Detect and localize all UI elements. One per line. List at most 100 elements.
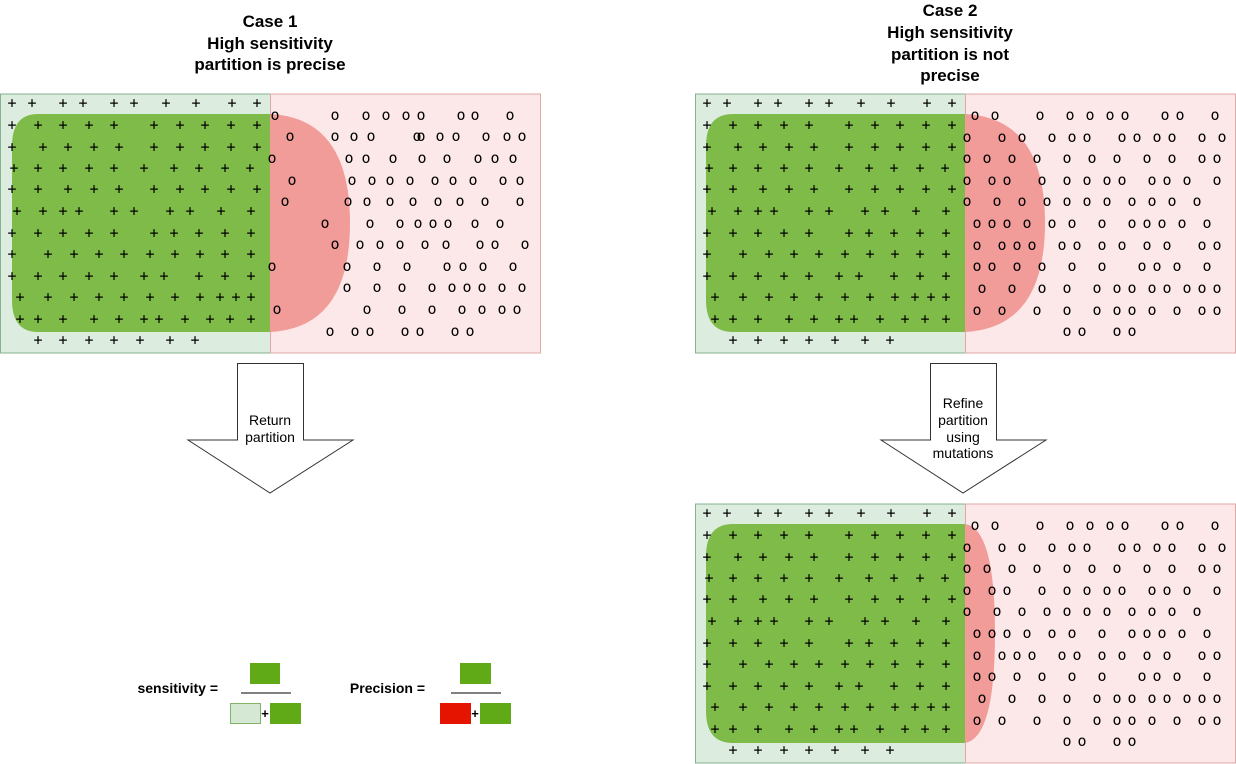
positive-sample-mark: +	[849, 720, 858, 738]
positive-sample-mark: +	[886, 504, 895, 522]
positive-sample-mark: +	[216, 202, 225, 220]
positive-sample-mark: +	[7, 94, 16, 112]
negative-sample-mark: o	[1172, 711, 1181, 729]
negative-sample-mark: o	[362, 300, 371, 318]
negative-sample-mark: o	[1212, 689, 1221, 707]
positive-sample-mark: +	[149, 180, 158, 198]
positive-sample-mark: +	[941, 720, 950, 738]
positive-sample-mark: +	[860, 331, 869, 349]
positive-sample-mark: +	[885, 741, 894, 759]
negative-sample-mark: o	[1117, 646, 1126, 664]
negative-sample-mark: o	[972, 214, 981, 232]
arrow-label-line: mutations	[933, 445, 994, 461]
positive-sample-mark: +	[834, 569, 843, 587]
positive-sample-mark: +	[38, 202, 47, 220]
positive-sample-mark: +	[170, 245, 179, 263]
negative-sample-mark: o	[1182, 581, 1191, 599]
positive-sample-mark: +	[920, 720, 929, 738]
positive-sample-mark: +	[753, 612, 762, 630]
positive-sample-mark: +	[789, 245, 798, 263]
positive-sample-mark: +	[220, 267, 229, 285]
positive-sample-mark: +	[809, 548, 818, 566]
positive-sample-mark: +	[702, 138, 711, 156]
negative-sample-mark: o	[365, 214, 374, 232]
negative-sample-mark: o	[972, 624, 981, 642]
positive-sample-mark: +	[941, 655, 950, 673]
positive-sample-mark: +	[702, 504, 711, 522]
negative-sample-mark: o	[413, 214, 422, 232]
negative-sample-mark: o	[408, 192, 417, 210]
positive-sample-mark: +	[728, 720, 737, 738]
negative-sample-mark: o	[435, 127, 444, 145]
positive-sample-mark: +	[194, 224, 203, 242]
negative-sample-mark: o	[1147, 171, 1156, 189]
positive-sample-mark: +	[889, 224, 898, 242]
positive-sample-mark: +	[804, 331, 813, 349]
positive-sample-mark: +	[246, 202, 255, 220]
negative-sample-mark: o	[1002, 581, 1011, 599]
positive-sample-mark: +	[895, 116, 904, 134]
positive-sample-mark: +	[830, 331, 839, 349]
positive-sample-mark: +	[89, 180, 98, 198]
case2-title-line: precise	[920, 66, 980, 85]
negative-sample-mark: o	[349, 127, 358, 145]
negative-sample-mark: o	[420, 235, 429, 253]
positive-sample-mark: +	[149, 224, 158, 242]
negative-sample-mark: o	[330, 106, 339, 124]
positive-sample-mark: +	[870, 116, 879, 134]
partition-green-area	[12, 114, 270, 332]
positive-sample-mark: +	[733, 138, 742, 156]
positive-sample-mark: +	[161, 94, 170, 112]
positive-sample-mark: +	[114, 310, 123, 328]
negative-sample-mark: o	[1067, 624, 1076, 642]
positive-sample-mark: +	[753, 741, 762, 759]
positive-sample-mark: +	[926, 698, 935, 716]
negative-sample-mark: o	[1127, 732, 1136, 750]
negative-sample-mark: o	[1102, 602, 1111, 620]
negative-sample-mark: o	[361, 106, 370, 124]
negative-sample-mark: o	[267, 149, 276, 167]
negative-sample-mark: o	[1112, 301, 1121, 319]
positive-sample-mark: +	[94, 288, 103, 306]
negative-sample-mark: o	[478, 257, 487, 275]
positive-sample-mark: +	[789, 288, 798, 306]
positive-sample-mark: +	[784, 720, 793, 738]
positive-sample-mark: +	[753, 720, 762, 738]
positive-sample-mark: +	[814, 288, 823, 306]
negative-sample-mark: o	[1112, 711, 1121, 729]
case2-title-line: High sensitivity	[887, 23, 1013, 42]
negative-sample-mark: o	[1035, 516, 1044, 534]
positive-sample-mark: +	[870, 590, 879, 608]
positive-sample-mark: +	[226, 138, 235, 156]
positive-sample-mark: +	[941, 224, 950, 242]
negative-sample-mark: o	[512, 300, 521, 318]
positive-sample-mark: +	[856, 504, 865, 522]
negative-sample-mark: o	[366, 127, 375, 145]
negative-sample-mark: o	[372, 257, 381, 275]
plus-sign: +	[471, 706, 479, 721]
positive-sample-mark: +	[895, 138, 904, 156]
positive-sample-mark: +	[844, 138, 853, 156]
positive-sample-mark: +	[175, 116, 184, 134]
positive-sample-mark: +	[947, 526, 956, 544]
negative-sample-mark: o	[330, 235, 339, 253]
positive-sample-mark: +	[109, 116, 118, 134]
positive-sample-mark: +	[834, 310, 843, 328]
case1-arrow: Return partition	[186, 363, 355, 494]
positive-sample-mark: +	[875, 310, 884, 328]
partition-red-area	[965, 524, 995, 743]
positive-sample-mark: +	[947, 138, 956, 156]
negative-sample-mark: o	[1067, 257, 1076, 275]
positive-sample-mark: +	[710, 720, 719, 738]
negative-sample-mark: o	[1012, 236, 1021, 254]
negative-sample-mark: o	[1202, 257, 1211, 275]
negative-sample-mark: o	[1002, 171, 1011, 189]
negative-sample-mark: o	[1175, 106, 1184, 124]
positive-sample-mark: +	[844, 116, 853, 134]
negative-sample-mark: o	[395, 214, 404, 232]
positive-sample-mark: +	[758, 590, 767, 608]
negative-sample-mark: o	[285, 127, 294, 145]
positive-sample-mark: +	[865, 288, 874, 306]
negative-sample-mark: o	[1142, 646, 1151, 664]
